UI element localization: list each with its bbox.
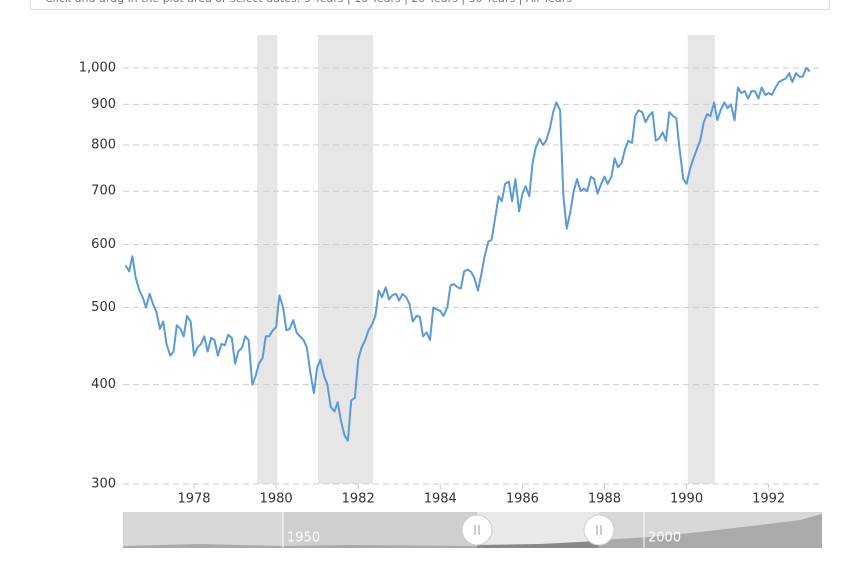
handle-grip [474, 525, 480, 535]
recession-band [257, 35, 278, 484]
navigator-mask [283, 512, 477, 548]
series-line [124, 66, 811, 442]
range-toolbar[interactable]: Click and drag in the plot area or selec… [30, 0, 830, 10]
navigator-label: 1950 [287, 531, 320, 546]
recession-band [317, 35, 373, 484]
x-tick-label: 1984 [424, 492, 457, 507]
x-tick-label: 1992 [752, 492, 785, 507]
y-tick-label: 800 [91, 138, 116, 153]
y-tick-label: 600 [91, 237, 116, 252]
navigator-label: 2000 [648, 531, 681, 546]
x-tick-label: 1978 [177, 492, 210, 507]
x-tick-label: 1986 [506, 492, 539, 507]
y-tick-label: 1,000 [79, 60, 116, 75]
navigator-handle[interactable] [583, 514, 615, 546]
x-tick-label: 1990 [670, 492, 703, 507]
y-tick-label: 400 [91, 377, 116, 392]
navigator-window [477, 512, 599, 548]
y-tick-label: 900 [91, 97, 116, 112]
navigator[interactable]: 1950 2000 [123, 512, 822, 548]
y-tick-label: 300 [91, 477, 116, 492]
y-tick-label: 700 [91, 184, 116, 199]
handle-grip [596, 525, 602, 535]
navigator-handle[interactable] [461, 514, 493, 546]
x-tick-label: 1982 [342, 492, 375, 507]
navigator-area [599, 514, 822, 548]
recession-band [687, 35, 715, 484]
navigator-area [123, 544, 477, 548]
y-tick-label: 500 [91, 300, 116, 315]
x-tick-label: 1980 [260, 492, 293, 507]
navigator-area-selected [477, 541, 599, 548]
x-tick-label: 1988 [588, 492, 621, 507]
